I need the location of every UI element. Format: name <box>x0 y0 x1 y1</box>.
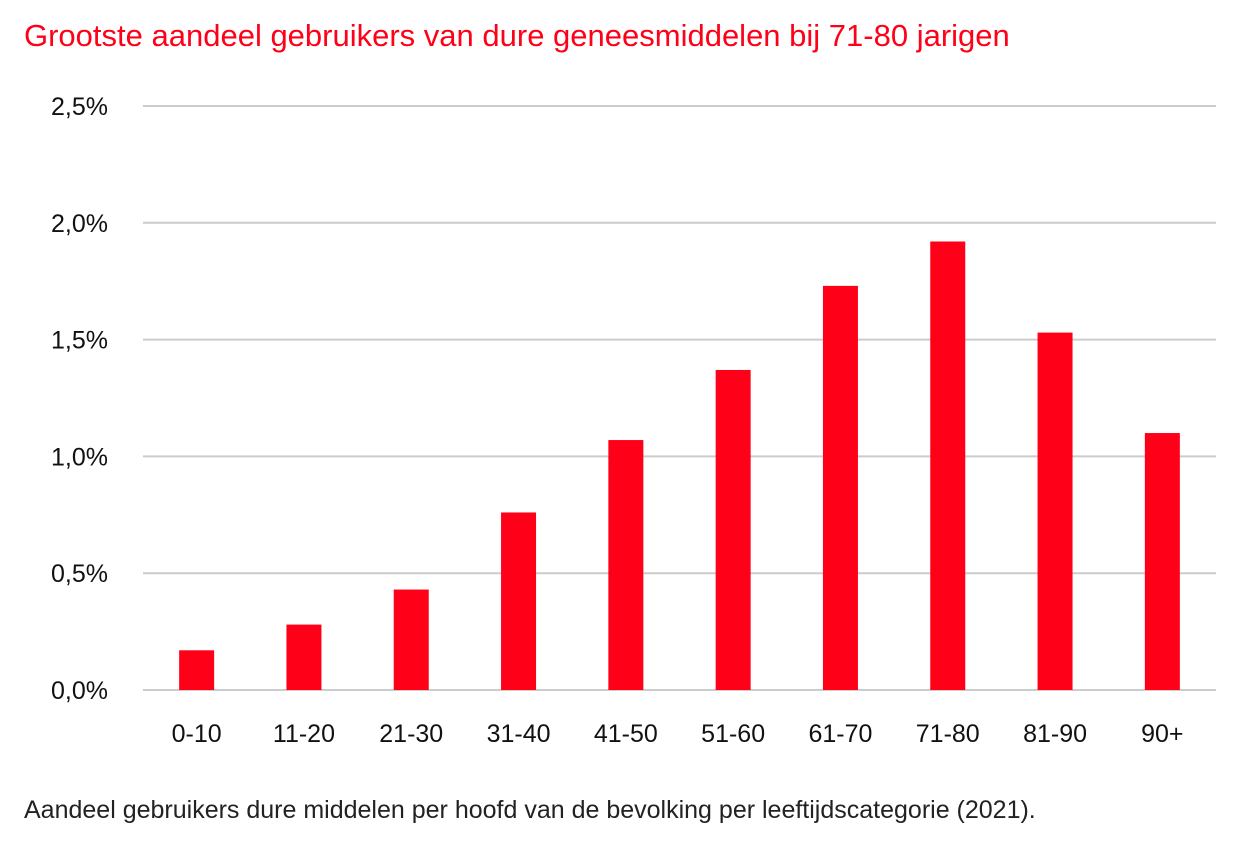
chart-title: Grootste aandeel gebruikers van dure gen… <box>24 18 1010 53</box>
x-tick-label: 51-60 <box>701 720 765 748</box>
gridlines <box>143 105 1216 691</box>
bar-90+ <box>1144 433 1180 690</box>
y-tick-label: 1,5% <box>51 327 108 355</box>
x-tick-label: 71-80 <box>916 720 980 748</box>
bar-61-70 <box>822 285 858 690</box>
y-tick-label: 2,0% <box>51 210 108 238</box>
x-tick-label: 61-70 <box>808 720 872 748</box>
y-tick-label: 2,5% <box>51 93 108 121</box>
y-tick-label: 0,5% <box>51 560 108 588</box>
bar-81-90 <box>1037 332 1073 690</box>
bar-41-50 <box>608 440 644 690</box>
bar-31-40 <box>501 512 537 690</box>
x-tick-label: 90+ <box>1141 720 1183 748</box>
y-axis-tick-labels: 0,0% 0,5% 1,0% 1,5% 2,0% 2,5% <box>51 93 108 705</box>
bars <box>179 241 1180 690</box>
bar-chart: 0,0% 0,5% 1,0% 1,5% 2,0% 2,5% 0-10 11-20 21-30 3… <box>51 93 1216 748</box>
y-tick-label: 1,0% <box>51 443 108 471</box>
x-tick-label: 21-30 <box>379 720 443 748</box>
x-tick-label: 11-20 <box>273 720 335 748</box>
chart-caption: Aandeel gebruikers dure middelen per hoo… <box>24 796 1036 824</box>
y-tick-label: 0,0% <box>51 677 108 705</box>
bar-71-80 <box>930 241 966 690</box>
x-tick-label: 0-10 <box>172 720 222 748</box>
bar-0-10 <box>179 650 215 690</box>
x-axis-tick-labels: 0-10 11-20 21-30 31-40 41-50 51-60 61-70 71-80 8… <box>172 720 1184 748</box>
x-tick-label: 31-40 <box>487 720 551 748</box>
bar-11-20 <box>286 624 322 690</box>
bar-51-60 <box>715 369 751 690</box>
bar-21-30 <box>393 589 429 690</box>
x-tick-label: 41-50 <box>594 720 658 748</box>
x-tick-label: 81-90 <box>1023 720 1087 748</box>
